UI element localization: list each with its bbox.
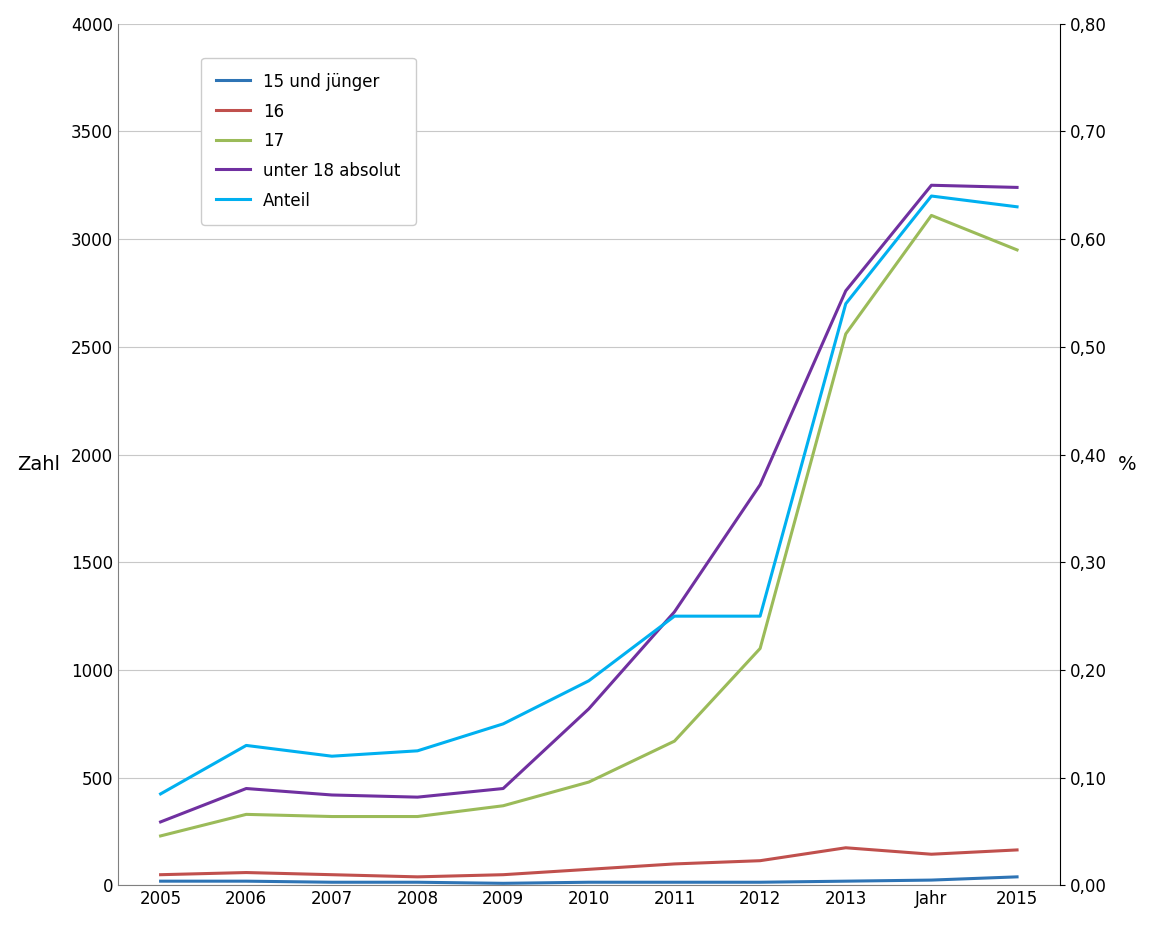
16 <box>1010 845 1024 856</box>
16 <box>753 855 767 866</box>
16 <box>668 858 681 870</box>
Anteil <box>325 751 339 762</box>
16 <box>925 848 939 859</box>
17 <box>839 328 853 339</box>
16 <box>240 867 254 878</box>
Line: unter 18 absolut: unter 18 absolut <box>160 185 1017 822</box>
16 <box>582 864 596 875</box>
unter 18 absolut <box>496 783 510 794</box>
unter 18 absolut <box>410 792 424 803</box>
unter 18 absolut <box>153 817 167 828</box>
17 <box>1010 244 1024 255</box>
unter 18 absolut <box>925 179 939 191</box>
17 <box>153 831 167 842</box>
15 und jünger <box>839 876 853 887</box>
17 <box>325 811 339 822</box>
17 <box>496 800 510 811</box>
Y-axis label: %: % <box>1117 454 1137 474</box>
Anteil <box>240 740 254 751</box>
15 und jünger <box>240 876 254 887</box>
Line: 16: 16 <box>160 848 1017 877</box>
17 <box>582 776 596 787</box>
Anteil <box>153 788 167 799</box>
Anteil <box>496 719 510 730</box>
15 und jünger <box>153 876 167 887</box>
Anteil <box>1010 202 1024 213</box>
Anteil <box>582 675 596 686</box>
16 <box>153 870 167 881</box>
unter 18 absolut <box>240 783 254 794</box>
16 <box>839 843 853 854</box>
Line: 15 und jünger: 15 und jünger <box>160 877 1017 883</box>
Anteil <box>410 746 424 757</box>
15 und jünger <box>325 877 339 888</box>
Legend: 15 und jünger, 16, 17, unter 18 absolut, Anteil: 15 und jünger, 16, 17, unter 18 absolut,… <box>202 58 415 225</box>
unter 18 absolut <box>582 703 596 714</box>
17 <box>753 643 767 654</box>
Anteil <box>668 610 681 622</box>
17 <box>240 808 254 820</box>
Anteil <box>839 298 853 309</box>
Line: 17: 17 <box>160 216 1017 836</box>
15 und jünger <box>668 877 681 888</box>
unter 18 absolut <box>839 285 853 296</box>
15 und jünger <box>496 878 510 889</box>
Line: Anteil: Anteil <box>160 196 1017 794</box>
15 und jünger <box>925 874 939 885</box>
16 <box>496 870 510 881</box>
15 und jünger <box>1010 871 1024 882</box>
17 <box>668 735 681 746</box>
unter 18 absolut <box>753 479 767 490</box>
15 und jünger <box>582 877 596 888</box>
unter 18 absolut <box>325 789 339 800</box>
Y-axis label: Zahl: Zahl <box>16 454 60 474</box>
16 <box>410 871 424 882</box>
Anteil <box>925 191 939 202</box>
15 und jünger <box>410 877 424 888</box>
16 <box>325 870 339 881</box>
Anteil <box>753 610 767 622</box>
15 und jünger <box>753 877 767 888</box>
17 <box>925 210 939 221</box>
17 <box>410 811 424 822</box>
unter 18 absolut <box>668 606 681 617</box>
unter 18 absolut <box>1010 182 1024 193</box>
